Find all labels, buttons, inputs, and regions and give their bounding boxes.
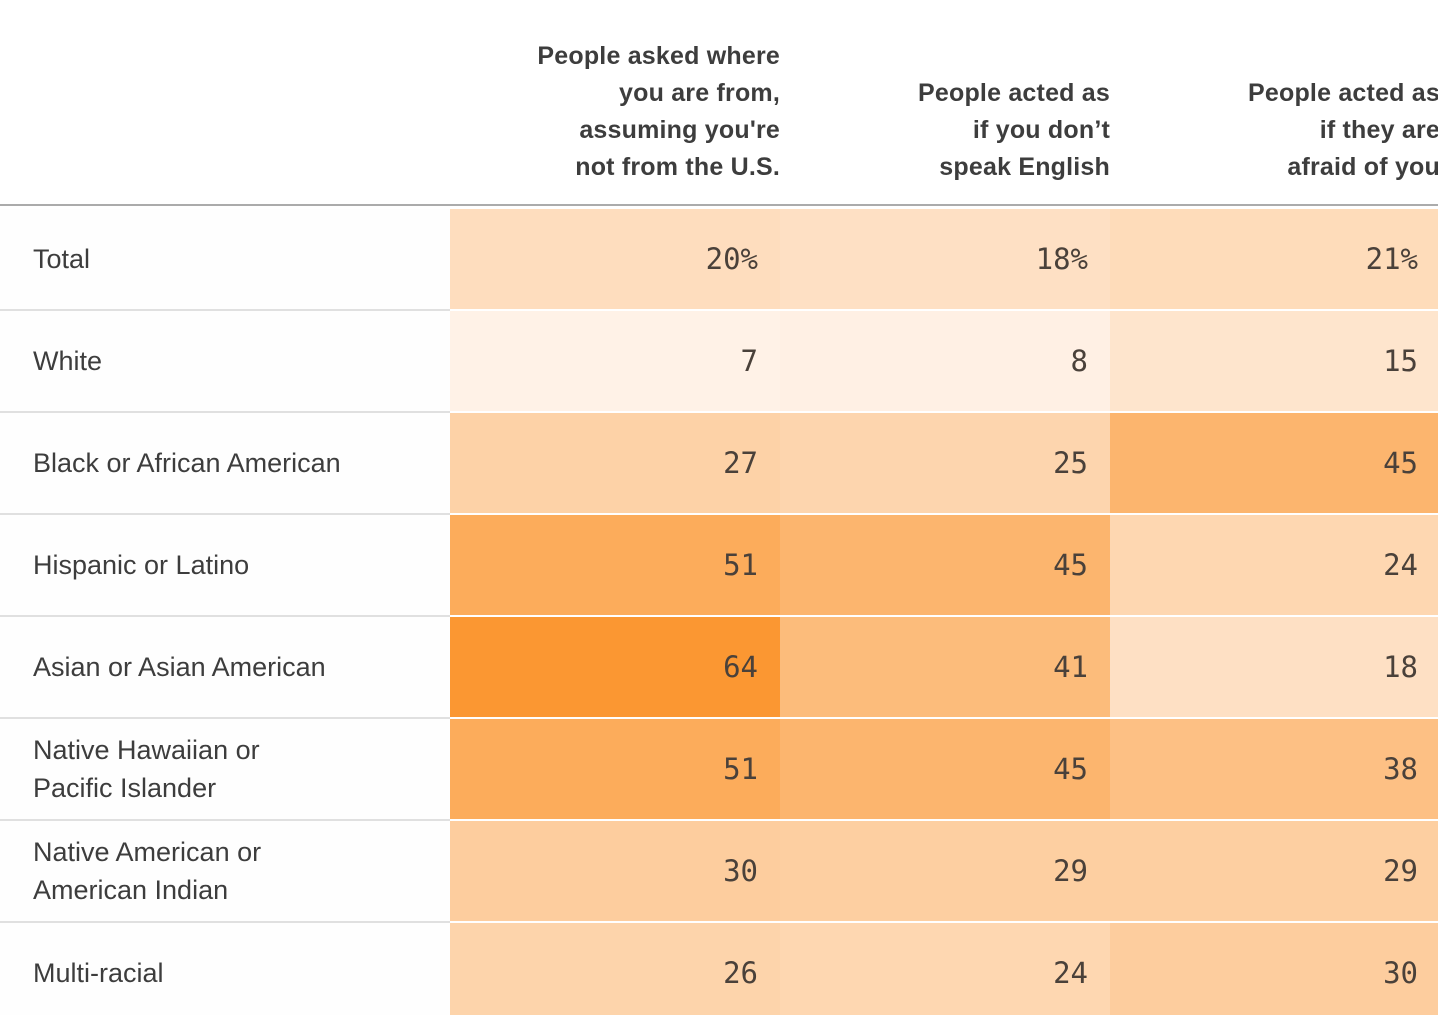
- row-label-line: Native Hawaiian or: [33, 735, 260, 765]
- column-header-line: afraid of you: [1287, 153, 1438, 181]
- column-header-line: People acted as: [1248, 79, 1438, 107]
- column-header-line: People acted as: [918, 79, 1110, 107]
- heatmap-cell: 51: [450, 515, 780, 615]
- heatmap-cell: 64: [450, 617, 780, 717]
- row-label-line: American Indian: [33, 875, 229, 905]
- heatmap-cell: 45: [780, 515, 1110, 615]
- column-header-2: People acted as if you don’t speak English: [780, 75, 1110, 204]
- row-label-line: Pacific Islander: [33, 773, 217, 803]
- row-label-line: White: [33, 346, 103, 376]
- row-label-line: Native American or: [33, 837, 262, 867]
- heatmap-body: Total 20% 18% 21% White 7 8 15 Black or African …: [0, 206, 1438, 1015]
- heatmap-cell: 29: [780, 821, 1110, 921]
- row-label: Native Hawaiian or Pacific Islander: [0, 717, 450, 819]
- heatmap-cell: 7: [450, 311, 780, 411]
- row-label: Black or African American: [0, 411, 450, 513]
- column-header-line: not from the U.S.: [575, 153, 780, 181]
- heatmap-cell: 18%: [780, 209, 1110, 309]
- heatmap-cell: 45: [780, 719, 1110, 819]
- column-header-line: speak English: [939, 153, 1110, 181]
- heatmap-cell: 24: [780, 923, 1110, 1015]
- column-header-row: People asked where you are from, assuming …: [0, 0, 1438, 206]
- heatmap-cell: 51: [450, 719, 780, 819]
- column-header-1: People asked where you are from, assuming …: [450, 38, 780, 204]
- row-label-line: Asian or Asian American: [33, 652, 326, 682]
- corner-cell: [0, 186, 450, 204]
- row-label: Native American or American Indian: [0, 819, 450, 921]
- column-header-3: People acted as if they are afraid of you: [1110, 75, 1438, 204]
- heatmap-cell: 30: [450, 821, 780, 921]
- row-label: Total: [0, 209, 450, 309]
- heatmap-cell: 24: [1110, 515, 1438, 615]
- heatmap-cell: 8: [780, 311, 1110, 411]
- heatmap-cell: 21%: [1110, 209, 1438, 309]
- row-label-line: Hispanic or Latino: [33, 550, 250, 580]
- column-header-line: People asked where: [537, 42, 780, 70]
- heatmap-cell: 20%: [450, 209, 780, 309]
- row-label: Asian or Asian American: [0, 615, 450, 717]
- heatmap-cell: 15: [1110, 311, 1438, 411]
- heatmap-cell: 30: [1110, 923, 1438, 1015]
- row-label: Multi-racial: [0, 921, 450, 1015]
- row-label-line: Black or African American: [33, 448, 341, 478]
- column-header-line: if you don’t: [972, 116, 1110, 144]
- heatmap-cell: 26: [450, 923, 780, 1015]
- heatmap-cell: 18: [1110, 617, 1438, 717]
- row-label-line: Total: [33, 244, 91, 274]
- heatmap-cell: 45: [1110, 413, 1438, 513]
- column-header-line: assuming you're: [579, 116, 780, 144]
- heatmap-cell: 29: [1110, 821, 1438, 921]
- heatmap-cell: 27: [450, 413, 780, 513]
- heatmap-cell: 38: [1110, 719, 1438, 819]
- heatmap-cell: 25: [780, 413, 1110, 513]
- column-header-line: if they are: [1319, 116, 1438, 144]
- row-label-line: Multi-racial: [33, 958, 164, 988]
- row-label: White: [0, 309, 450, 411]
- row-label: Hispanic or Latino: [0, 513, 450, 615]
- heatmap-cell: 41: [780, 617, 1110, 717]
- column-header-line: you are from,: [619, 79, 780, 107]
